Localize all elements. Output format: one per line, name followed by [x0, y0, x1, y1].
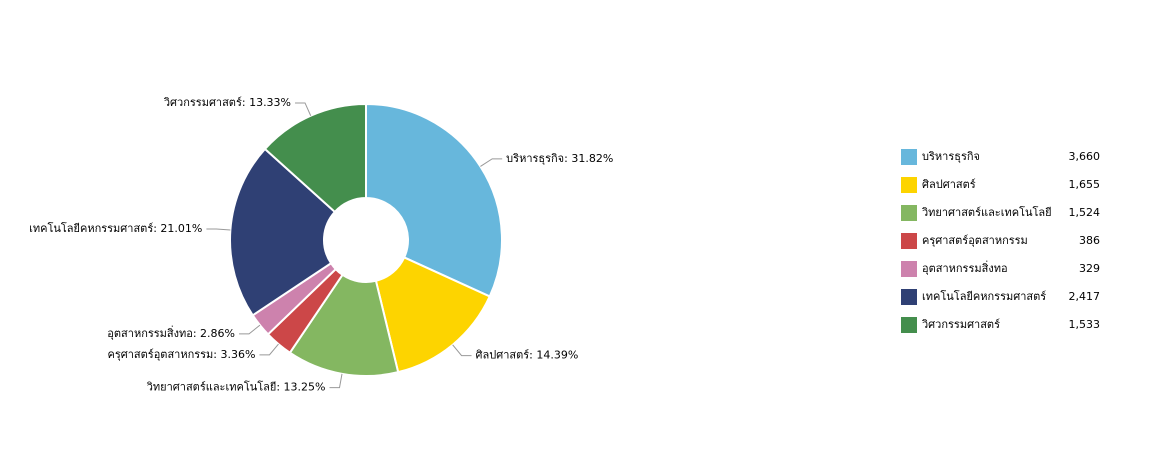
data-label: วิทยาศาสตร์และเทคโนโลยี: 13.25% [146, 380, 326, 394]
legend-value: 1,655 [1069, 178, 1101, 191]
legend-value: 1,533 [1069, 318, 1101, 331]
slice [229, 147, 337, 317]
legend-label: บริหารธุรกิจ [922, 150, 980, 163]
legend-value: 329 [1079, 262, 1100, 275]
data-label: ศิลปศาสตร์: 14.39% [476, 349, 579, 362]
legend-label: อุตสาหกรรมสิ่งทอ [922, 260, 1008, 275]
legend-value: 2,417 [1069, 290, 1101, 303]
legend-swatch [901, 205, 917, 221]
data-label: ครุศาสตร์อุตสาหกรรม: 3.36% [108, 348, 256, 361]
legend-label: วิทยาศาสตร์และเทคโนโลยี [921, 205, 1051, 219]
label-line [329, 373, 343, 389]
label-line [295, 102, 312, 116]
slice [374, 256, 492, 374]
legend-label: ครุศาสตร์อุตสาหกรรม [922, 234, 1028, 247]
data-label: บริหารธุรกิจ: 31.82% [506, 152, 613, 165]
slice [365, 102, 503, 298]
legend-label: ศิลปศาสตร์ [922, 178, 976, 191]
legend-swatch [901, 177, 917, 193]
label-line [259, 343, 279, 356]
legend-swatch [901, 289, 917, 305]
legend-value: 1,524 [1069, 206, 1101, 219]
legend-label: เทคโนโลยีคหกรรมศาสตร์ [922, 289, 1046, 303]
data-label: เทคโนโลยีคหกรรมศาสตร์: 21.01% [29, 221, 202, 235]
legend-value: 386 [1079, 234, 1100, 247]
label-line [452, 344, 472, 357]
data-label: วิศวกรรมศาสตร์: 13.33% [163, 96, 291, 109]
legend-value: 3,660 [1069, 150, 1101, 163]
legend-swatch [901, 149, 917, 165]
legend-label: วิศวกรรมศาสตร์ [921, 318, 1000, 331]
legend-swatch [901, 317, 917, 333]
label-line [239, 324, 261, 335]
legend-swatch [901, 261, 917, 277]
data-label: อุตสาหกรรมสิ่งทอ: 2.86% [107, 325, 235, 340]
label-line [206, 228, 231, 231]
slice [288, 273, 400, 377]
label-line [480, 158, 503, 167]
legend-swatch [901, 233, 917, 249]
slice [263, 102, 367, 214]
